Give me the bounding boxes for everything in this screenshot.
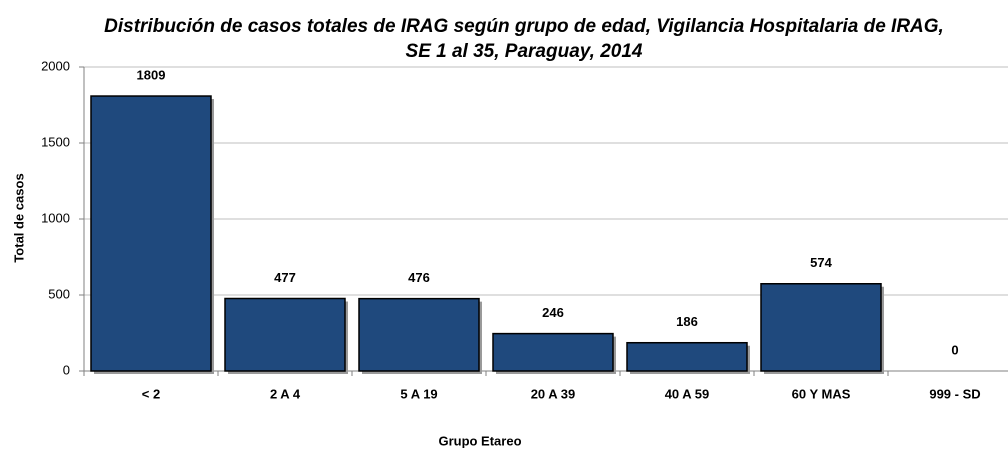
x-tick-label: 20 A 39 <box>531 386 576 401</box>
y-tick-label: 500 <box>48 286 70 301</box>
y-tick-label: 1500 <box>41 134 70 149</box>
bar <box>90 95 212 372</box>
x-tick-label: 5 A 19 <box>400 386 437 401</box>
value-label: 246 <box>542 305 564 320</box>
chart-title: Distribución de casos totales de IRAG se… <box>104 16 944 62</box>
x-axis-title: Grupo Etareo <box>438 433 521 448</box>
bar <box>492 332 614 372</box>
x-tick-label: 40 A 59 <box>665 386 710 401</box>
value-label: 574 <box>810 255 832 270</box>
x-tick-label: 2 A 4 <box>270 386 301 401</box>
bar <box>760 283 882 372</box>
y-tick-label: 1000 <box>41 210 70 225</box>
x-tick-label: 60 Y MAS <box>792 386 851 401</box>
value-label: 476 <box>408 270 430 285</box>
value-label: 477 <box>274 270 296 285</box>
y-tick-label: 0 <box>63 362 70 377</box>
x-tick-label: 999 - SD <box>929 386 980 401</box>
y-tick-label: 2000 <box>41 58 70 73</box>
bar <box>224 297 346 372</box>
value-label: 1809 <box>137 67 166 82</box>
bar <box>626 341 748 372</box>
y-axis-title: Total de casos <box>11 173 26 262</box>
x-tick-label: < 2 <box>142 386 160 401</box>
bar <box>358 297 480 372</box>
value-label: 186 <box>676 314 698 329</box>
value-label: 0 <box>951 342 958 357</box>
